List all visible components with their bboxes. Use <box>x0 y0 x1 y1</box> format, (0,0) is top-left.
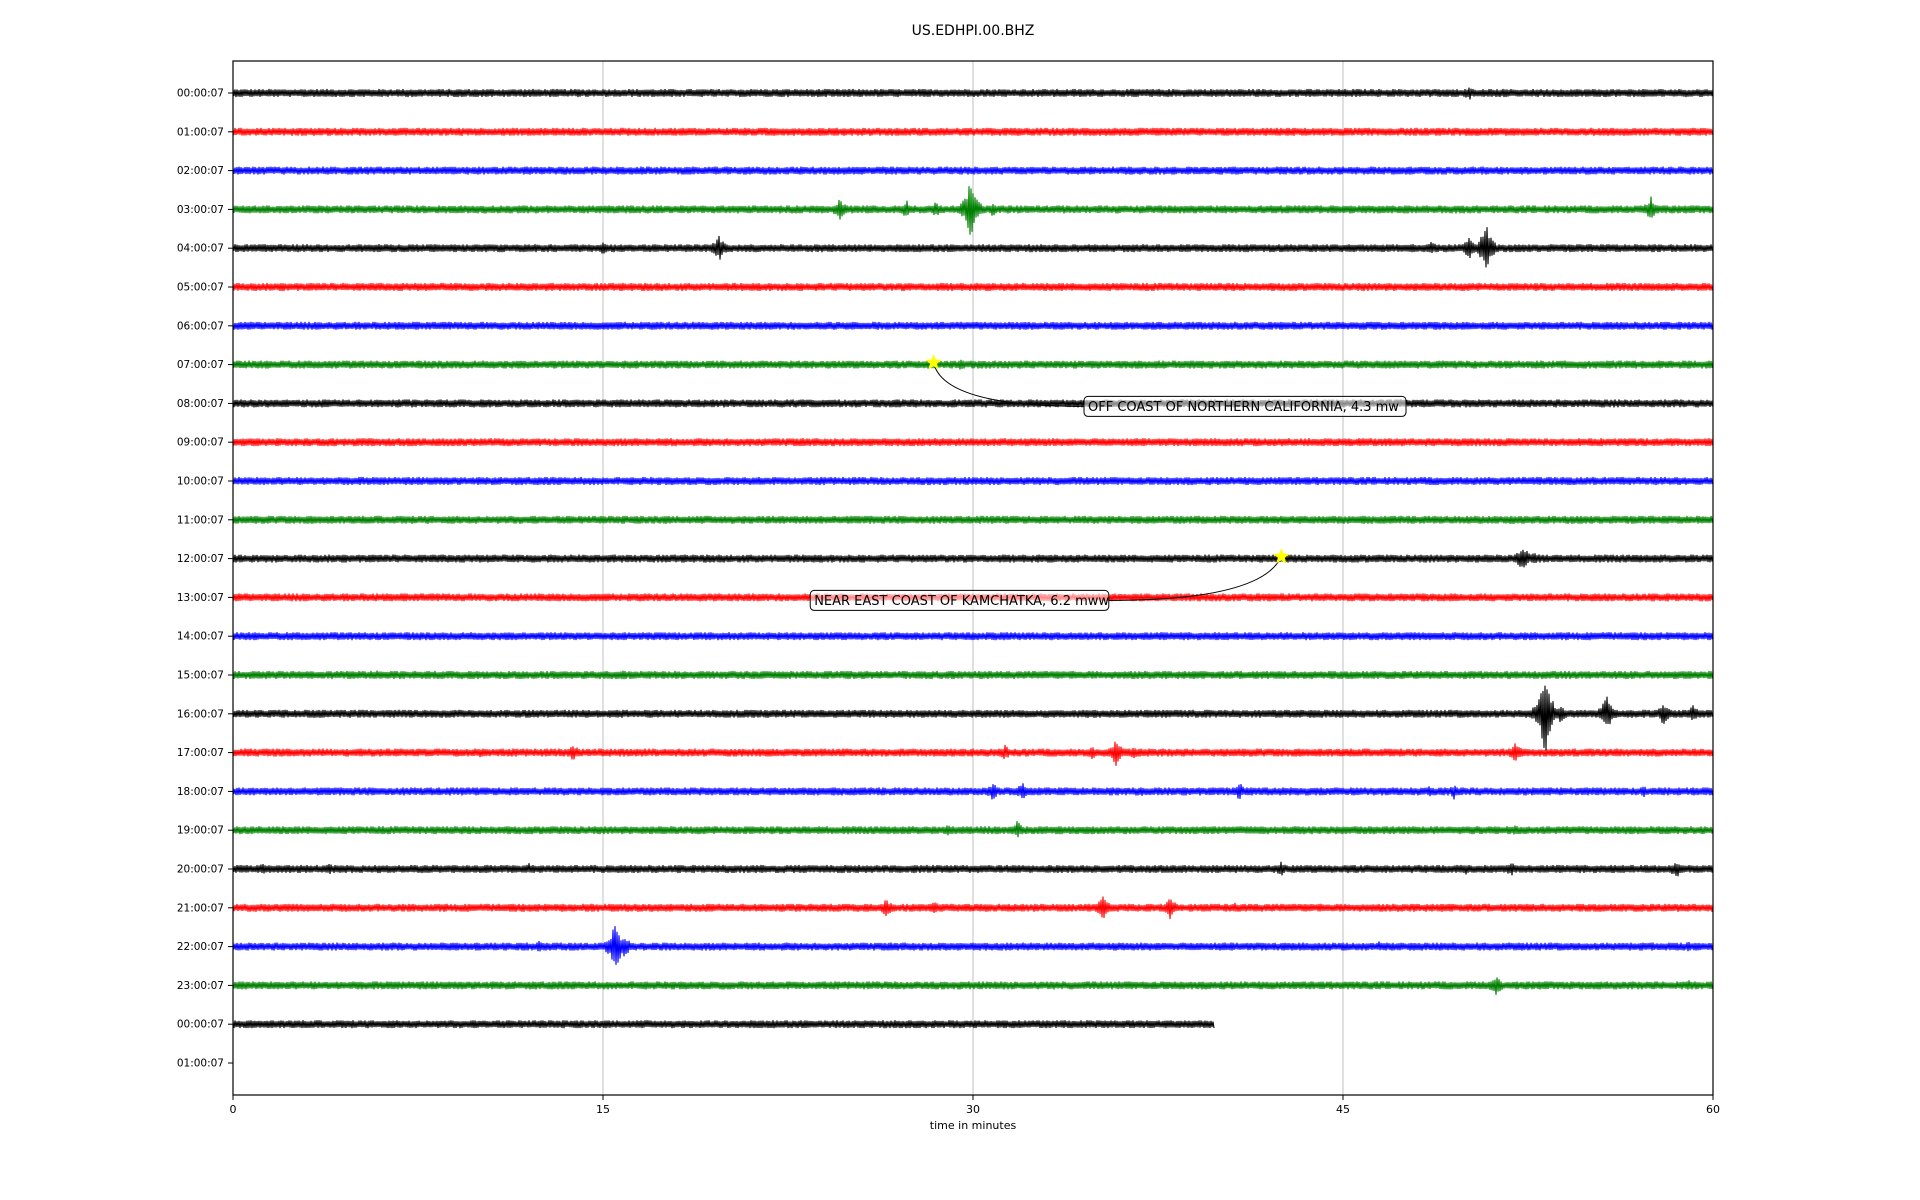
seismic-trace <box>232 670 1714 680</box>
x-axis-label: time in minutes <box>930 1119 1017 1132</box>
annotation-label: NEAR EAST COAST OF KAMCHATKA, 6.2 mww <box>814 594 1109 609</box>
event-star-icon <box>1273 547 1290 564</box>
trace-group <box>232 87 1714 1029</box>
annotation-connector <box>933 362 1085 407</box>
seismic-trace <box>232 685 1714 751</box>
seismic-trace <box>232 166 1714 175</box>
row-time-label: 06:00:07 <box>177 320 224 332</box>
seismic-trace <box>232 359 1714 370</box>
seismic-trace <box>232 783 1714 800</box>
seismic-trace <box>232 321 1714 330</box>
seismic-trace <box>232 227 1714 268</box>
seismic-trace <box>232 549 1714 568</box>
row-time-label: 14:00:07 <box>177 631 224 643</box>
row-time-label: 12:00:07 <box>177 553 224 565</box>
row-time-label: 00:00:07 <box>177 88 224 100</box>
seismic-trace <box>232 87 1714 100</box>
seismic-trace <box>232 399 1714 408</box>
seismic-trace <box>232 476 1714 486</box>
seismic-trace <box>232 741 1714 766</box>
seismic-trace <box>232 821 1714 838</box>
row-time-label: 13:00:07 <box>177 592 224 604</box>
seismic-trace <box>232 861 1714 877</box>
row-time-label: 19:00:07 <box>177 825 224 837</box>
row-time-label: 20:00:07 <box>177 864 224 876</box>
row-time-label: 22:00:07 <box>177 941 224 953</box>
annotation-label: OFF COAST OF NORTHERN CALIFORNIA, 4.3 mw <box>1088 400 1399 415</box>
row-time-label: 01:00:07 <box>177 126 224 138</box>
row-time-label: 04:00:07 <box>177 243 224 255</box>
row-time-label: 16:00:07 <box>177 708 224 720</box>
row-time-label: 08:00:07 <box>177 398 224 410</box>
annotation-box <box>1083 395 1407 417</box>
row-time-label: 21:00:07 <box>177 902 224 914</box>
row-time-label: 00:00:07 <box>177 1019 224 1031</box>
x-tick-label: 15 <box>596 1103 610 1116</box>
event-star-icon <box>925 353 942 370</box>
seismic-trace <box>232 127 1714 136</box>
row-time-label: 17:00:07 <box>177 747 224 759</box>
chart-title: US.EDHPI.00.BHZ <box>912 23 1035 39</box>
seismic-trace <box>232 977 1714 996</box>
x-tick-label: 60 <box>1706 1103 1720 1116</box>
seismic-trace <box>232 896 1714 920</box>
seismic-trace <box>232 632 1714 641</box>
seismic-trace <box>232 438 1714 447</box>
seismic-trace <box>232 515 1714 524</box>
row-time-label: 03:00:07 <box>177 204 224 216</box>
annotation-group: OFF COAST OF NORTHERN CALIFORNIA, 4.3 mw… <box>809 353 1407 611</box>
x-tick-label: 30 <box>966 1103 980 1116</box>
row-labels: 00:00:07 01:00:07 02:00:07 03:00:07 04:00:07… <box>177 88 233 1070</box>
seismic-trace <box>232 186 1714 235</box>
seismic-trace <box>232 1020 1215 1029</box>
annotation-connector <box>1108 556 1282 601</box>
seismic-trace <box>232 926 1714 965</box>
row-time-label: 10:00:07 <box>177 476 224 488</box>
row-time-label: 07:00:07 <box>177 359 224 371</box>
row-time-label: 15:00:07 <box>177 670 224 682</box>
seismic-trace <box>232 282 1714 292</box>
x-ticks: 0 15 30 45 60 <box>230 1095 1720 1116</box>
row-time-label: 18:00:07 <box>177 786 224 798</box>
x-tick-label: 0 <box>230 1103 237 1116</box>
x-tick-label: 45 <box>1336 1103 1350 1116</box>
row-time-label: 02:00:07 <box>177 165 224 177</box>
row-time-label: 11:00:07 <box>177 514 224 526</box>
annotation-box <box>809 589 1110 611</box>
row-time-label: 05:00:07 <box>177 282 224 294</box>
row-time-label: 23:00:07 <box>177 980 224 992</box>
row-time-label: 09:00:07 <box>177 437 224 449</box>
row-time-label: 01:00:07 <box>177 1058 224 1070</box>
grid-lines <box>602 61 1344 1095</box>
